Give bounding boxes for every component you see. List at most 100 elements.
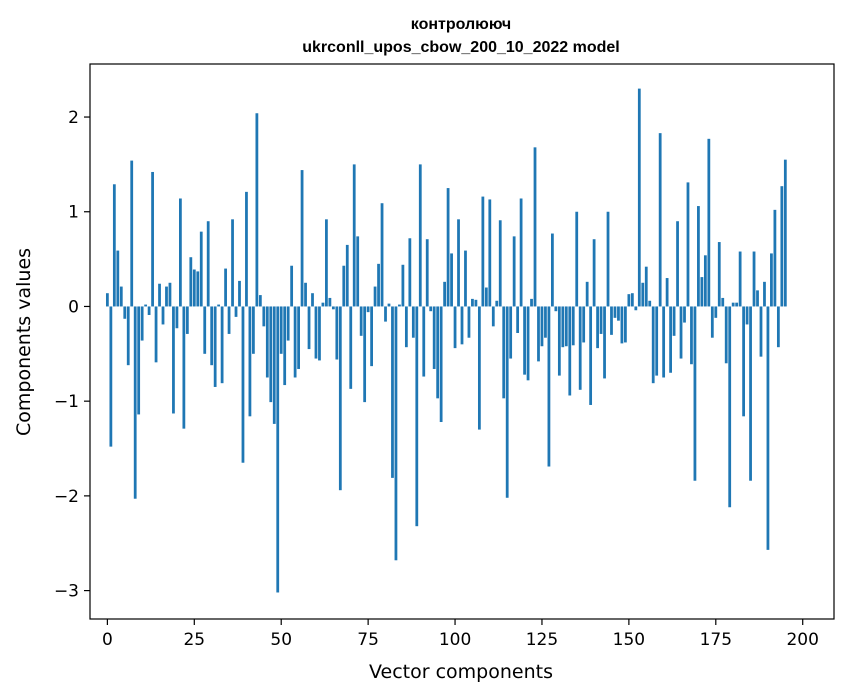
bar-60 [314,306,318,359]
bar-20 [175,306,179,329]
bar-27 [199,231,203,307]
bar-190 [766,306,770,550]
bar-153 [637,88,641,307]
y-tick-label: 1 [68,203,79,223]
x-tick-label: 175 [700,630,732,650]
bar-40 [245,191,248,307]
bar-29 [206,221,210,307]
bar-71 [352,164,356,307]
bar-41 [248,306,252,417]
bar-52 [286,306,290,341]
bar-166 [683,306,686,323]
bar-47 [269,306,273,403]
bar-114 [502,306,506,399]
bar-42 [252,306,255,354]
bar-184 [745,306,749,325]
bar-49 [276,306,280,593]
bar-167 [686,182,690,307]
bar-149 [624,306,627,343]
bar-85 [401,264,405,307]
bar-12 [147,306,151,315]
bar-102 [460,306,464,345]
bar-193 [776,306,780,348]
bar-90 [418,164,422,307]
bar-119 [519,198,523,307]
bar-187 [756,290,759,307]
bar-141 [596,306,599,349]
bar-112 [495,300,499,307]
bar-28 [203,306,207,354]
bar-96 [439,306,443,423]
y-tick-label: −2 [54,487,79,507]
plot-frame [89,63,835,620]
bar-50 [279,306,283,354]
bar-2 [112,184,116,307]
bar-92 [425,239,429,307]
bar-6 [126,306,130,366]
bar-146 [613,306,617,318]
bar-45 [262,306,266,327]
bar-64 [328,297,332,307]
bar-74 [363,306,367,403]
bar-89 [415,306,419,527]
bar-0 [105,293,109,307]
bar-22 [182,306,186,429]
x-tick-label: 125 [526,630,558,650]
bar-95 [436,306,440,399]
bar-67 [338,306,342,491]
bar-133 [568,306,572,396]
bar-70 [349,306,353,389]
chart-title: контролююч [411,16,511,33]
bar-100 [453,306,457,349]
x-tick-label: 100 [439,630,471,650]
x-axis-label: Vector components [369,661,553,683]
bar-136 [578,306,582,390]
y-tick-label: 0 [68,297,79,317]
bar-129 [554,306,558,312]
bar-83 [394,306,398,561]
bar-168 [690,306,693,365]
bar-103 [464,250,467,307]
bar-107 [477,306,481,430]
bar-188 [759,306,763,357]
bar-125 [540,306,544,347]
bar-97 [443,281,447,307]
bar-38 [238,280,241,307]
bar-131 [561,306,565,348]
bar-195 [783,159,787,307]
x-tick-label: 50 [270,630,292,650]
bar-157 [651,306,655,384]
bar-191 [770,253,773,307]
bar-142 [599,306,603,334]
y-tick-label: 2 [68,108,79,128]
bar-65 [331,306,335,310]
bar-91 [422,306,426,377]
bar-21 [179,198,182,307]
bar-53 [290,265,294,307]
bar-145 [610,306,613,335]
bar-137 [582,306,586,343]
bar-68 [342,265,346,307]
bar-72 [356,236,360,307]
bar-163 [672,306,676,336]
bar-173 [707,138,711,307]
bar-19 [172,306,175,414]
bar-179 [728,306,732,508]
bar-116 [509,306,513,359]
bar-161 [665,278,669,307]
bar-26 [196,271,200,307]
bar-101 [457,219,460,307]
bar-58 [307,306,311,350]
bar-111 [491,306,495,327]
bar-159 [658,133,662,307]
bar-154 [641,282,645,307]
bar-165 [679,306,683,359]
bar-62 [321,302,325,307]
bar-113 [498,220,502,307]
bar-10 [140,306,144,341]
bar-69 [345,244,349,307]
bar-79 [380,203,384,307]
bar-57 [304,282,307,307]
bar-51 [283,306,287,386]
bar-158 [655,306,659,376]
